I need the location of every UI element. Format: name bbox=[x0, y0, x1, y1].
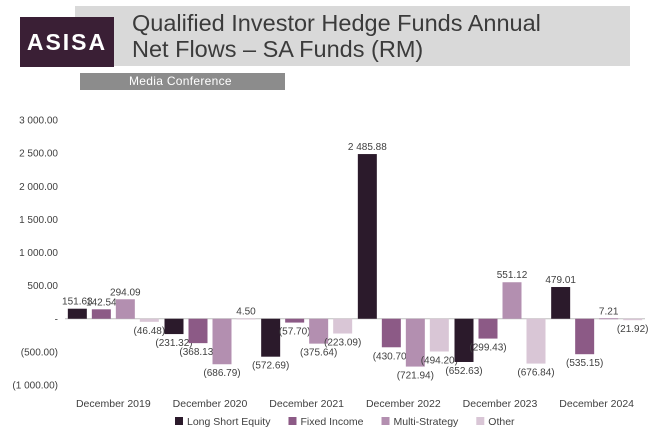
bar bbox=[309, 318, 329, 344]
data-label: 142.54 bbox=[86, 297, 117, 308]
data-label: 151.63 bbox=[62, 297, 93, 308]
x-tick-label: December 2023 bbox=[463, 398, 538, 410]
y-tick-label: 2 500.00 bbox=[19, 149, 58, 160]
data-label: (57.70) bbox=[279, 327, 311, 338]
legend-label: Long Short Equity bbox=[187, 416, 271, 428]
legend-swatch bbox=[288, 417, 297, 425]
data-label: (223.09) bbox=[324, 338, 361, 349]
bar bbox=[212, 318, 232, 365]
bar bbox=[261, 318, 281, 357]
data-label: (46.48) bbox=[133, 326, 165, 337]
x-tick-label: December 2024 bbox=[559, 398, 634, 410]
data-label: (231.32) bbox=[155, 338, 192, 349]
y-tick-label: 500.00 bbox=[27, 281, 58, 292]
y-tick-label: (500.00) bbox=[21, 347, 58, 358]
data-label: (21.92) bbox=[617, 324, 649, 335]
data-label: (686.79) bbox=[203, 368, 240, 379]
bar bbox=[623, 318, 643, 321]
page-title: Qualified Investor Hedge Funds Annual Ne… bbox=[132, 10, 541, 62]
bar bbox=[333, 318, 353, 334]
bar bbox=[188, 318, 208, 344]
bar bbox=[526, 318, 546, 364]
data-label: (652.63) bbox=[445, 366, 482, 377]
bar bbox=[429, 318, 449, 352]
data-label: 294.09 bbox=[110, 287, 141, 298]
bar bbox=[285, 318, 305, 323]
subtitle-label: Media Conference bbox=[80, 73, 285, 90]
y-tick-label: 1 000.00 bbox=[19, 248, 58, 259]
data-label: (375.64) bbox=[300, 348, 337, 359]
legend-swatch bbox=[175, 417, 183, 425]
legend-swatch bbox=[381, 417, 390, 425]
y-tick-label: 3 000.00 bbox=[19, 116, 58, 127]
data-label: (572.69) bbox=[252, 361, 289, 372]
data-label: 4.50 bbox=[236, 306, 256, 317]
y-tick-label: 1 500.00 bbox=[19, 215, 58, 226]
header-bar bbox=[75, 6, 630, 66]
bar bbox=[139, 318, 159, 322]
data-label: (299.43) bbox=[469, 343, 506, 354]
data-label: (721.94) bbox=[397, 371, 434, 382]
bar bbox=[454, 318, 474, 362]
data-label: (676.84) bbox=[517, 368, 554, 379]
y-tick-label: - bbox=[55, 314, 58, 325]
bar bbox=[575, 318, 595, 355]
data-label: 2 485.88 bbox=[348, 142, 387, 153]
bar bbox=[599, 318, 619, 320]
data-label: (494.20) bbox=[421, 355, 458, 366]
data-label: 479.01 bbox=[545, 275, 576, 286]
legend-label: Fixed Income bbox=[300, 416, 363, 428]
y-tick-label: (1 000.00) bbox=[12, 381, 58, 392]
bar bbox=[405, 318, 425, 367]
legend-swatch bbox=[476, 417, 485, 425]
x-tick-label: December 2020 bbox=[173, 398, 248, 410]
bar bbox=[478, 318, 498, 339]
data-label: 551.12 bbox=[497, 270, 528, 281]
data-label: (430.70) bbox=[373, 351, 410, 362]
bar bbox=[236, 318, 256, 320]
x-tick-label: December 2021 bbox=[269, 398, 344, 410]
y-tick-label: 2 000.00 bbox=[19, 182, 58, 193]
bar bbox=[91, 309, 111, 319]
bar bbox=[381, 318, 401, 348]
asisa-logo: ASISA bbox=[20, 17, 114, 67]
bar bbox=[357, 154, 377, 319]
data-label: (535.15) bbox=[566, 358, 603, 369]
bar bbox=[551, 287, 571, 319]
data-label: (368.13) bbox=[179, 347, 216, 358]
bar bbox=[164, 318, 184, 335]
bar bbox=[502, 282, 522, 319]
bar bbox=[67, 308, 87, 319]
data-label: 7.21 bbox=[599, 306, 619, 317]
x-tick-label: December 2022 bbox=[366, 398, 441, 410]
bar bbox=[115, 299, 135, 319]
legend-label: Multi-Strategy bbox=[394, 416, 460, 428]
x-tick-label: December 2019 bbox=[76, 398, 151, 410]
legend-label: Other bbox=[488, 416, 515, 428]
header-divider bbox=[75, 66, 630, 73]
